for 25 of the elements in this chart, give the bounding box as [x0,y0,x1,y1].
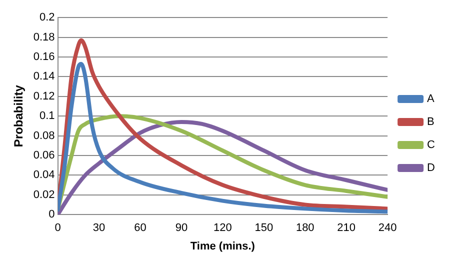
y-tick-label: 0.02 [33,188,55,201]
y-tick-label: 0.04 [33,169,55,182]
y-tick-label: 0.1 [40,110,55,122]
x-tick-label: 150 [254,222,274,234]
y-axis-title: Probability [12,84,26,148]
legend-label: B [427,116,434,128]
y-tick-label: 0.14 [33,70,55,83]
y-tick-label: 0.18 [33,31,55,44]
x-tick-label: 90 [175,222,188,234]
x-tick-label: 240 [378,222,397,234]
y-tick-label: 0.2 [40,12,55,24]
y-tick-label: 0.16 [33,51,55,64]
x-tick-label: 120 [214,222,232,234]
y-tick-label: 0.12 [33,90,55,102]
x-tick-label: 30 [92,222,106,234]
x-tick-label: 180 [296,222,314,234]
x-axis-title: Time (mins.) [190,240,256,252]
x-tick-label: 60 [134,222,146,234]
y-tick-label: 0.08 [33,130,55,142]
y-tick-label: 0.06 [33,150,55,162]
y-tick-label: 0 [48,208,55,221]
legend-label: A [427,93,436,106]
x-tick-label: 210 [337,222,356,234]
legend-label: C [427,139,436,152]
legend-label: D [427,162,436,174]
